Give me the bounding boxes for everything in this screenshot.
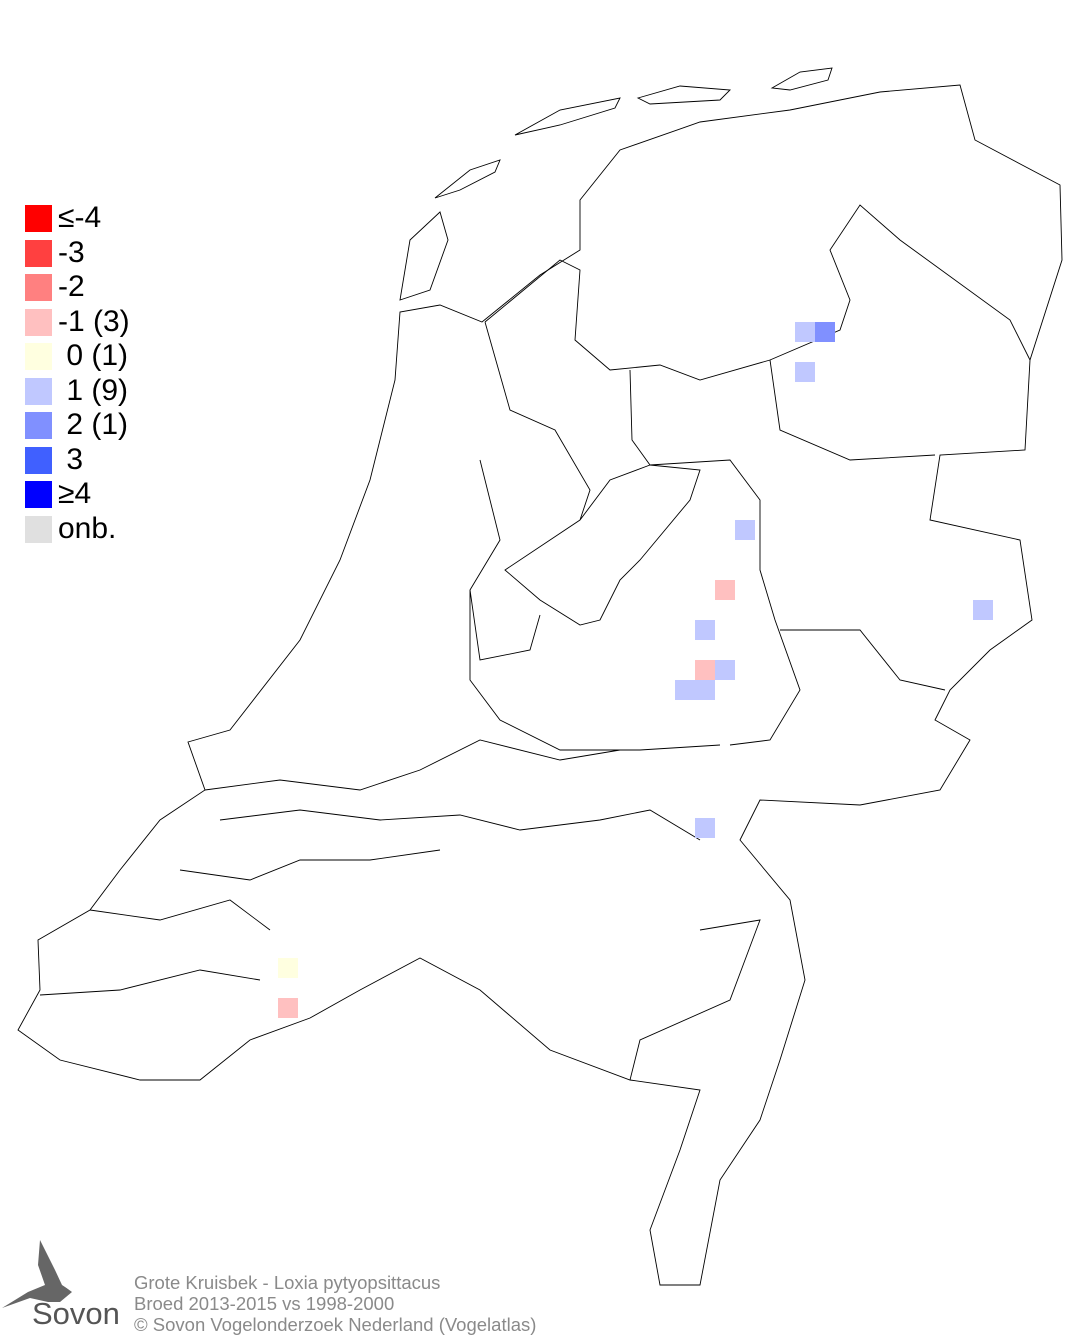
map-caption: Grote Kruisbek - Loxia pytyopsittacus Br… [134,1272,536,1335]
legend-label: onb. [58,511,117,545]
legend-swatch [25,308,52,336]
grid-cell [735,520,755,540]
legend-label: ≤-4 [58,201,102,234]
grid-cell [815,322,835,342]
sovon-logo-swallow-icon [2,1240,72,1308]
grid-cell [695,818,715,838]
legend-label: 3 [58,442,84,476]
legend-swatch [25,412,52,439]
grid-cell [973,600,993,620]
island-schiermonnikoog [770,67,833,91]
grid-cell [695,620,715,640]
species-title: Grote Kruisbek - Loxia pytyopsittacus [134,1272,441,1293]
legend-label: ≥4 [58,477,92,510]
legend-label: 1 (9) [58,373,129,407]
province-borders [39,204,1031,1081]
legend-label: -3 [58,235,85,269]
legend-label: -2 [58,270,85,303]
legend-swatch [25,205,52,232]
legend-swatch [25,377,52,405]
grid-cell [795,322,815,342]
period-subtitle: Broed 2013-2015 vs 1998-2000 [134,1293,395,1314]
legend-swatch [25,343,52,370]
grid-cell [278,998,298,1018]
legend-swatch [25,515,52,543]
copyright: © Sovon Vogelonderzoek Nederland (Vogela… [134,1314,537,1335]
grid-cells [278,322,993,1018]
sovon-logo-text: Sovon [32,1296,120,1331]
island-terschelling [514,97,621,136]
island-vlieland [434,159,501,199]
island-texel [399,211,449,301]
grid-cell [715,660,735,680]
grid-cell [278,958,298,978]
legend-swatch [25,239,52,267]
grid-cell [695,660,715,680]
grid-cell [715,580,735,600]
grid-cell [695,680,715,700]
island-ameland [636,85,732,105]
legend-swatch [25,274,52,301]
grid-cell [795,362,815,382]
legend-swatch [25,481,52,508]
legend-label: -1 (3) [58,304,130,338]
legend-label: 2 (1) [58,408,129,441]
legend-swatch [25,446,52,474]
country-outline [17,84,1063,1286]
grid-cell [675,680,695,700]
legend-label: 0 (1) [58,339,129,372]
